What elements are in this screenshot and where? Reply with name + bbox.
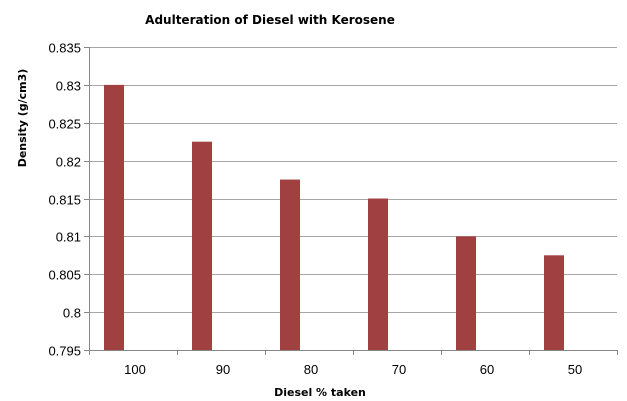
y-tick-label: 0.83 (56, 79, 81, 94)
gridlines (84, 47, 617, 351)
y-tick-label: 0.795 (48, 344, 81, 359)
y-tick-label: 0.815 (48, 193, 81, 208)
bar-60 (456, 236, 476, 350)
y-tick-label: 0.81 (56, 230, 81, 245)
x-tick-labels: 100 90 80 70 60 50 (124, 362, 582, 377)
x-tick-label: 60 (480, 362, 494, 377)
bar-50 (544, 255, 564, 350)
y-tick-label: 0.82 (56, 155, 81, 170)
y-tick-labels: 0.835 0.83 0.825 0.82 0.815 0.81 0.805 0.8 0.795 (48, 41, 81, 359)
x-tick-label: 70 (392, 362, 406, 377)
y-axis-title: Density (g/cm3) (16, 69, 29, 168)
x-tick-label: 100 (124, 362, 146, 377)
bar-100 (104, 84, 124, 350)
x-axis-title: Diesel % taken (274, 386, 366, 399)
y-tick-label: 0.805 (48, 268, 81, 283)
y-tick-label: 0.8 (63, 306, 81, 321)
axes (89, 47, 618, 355)
bar-70 (368, 198, 388, 350)
bars (104, 84, 564, 350)
chart-title: Adulteration of Diesel with Kerosene (145, 13, 395, 27)
y-tick-label: 0.835 (48, 41, 81, 56)
bar-90 (192, 141, 212, 350)
x-tick-label: 80 (304, 362, 318, 377)
x-tick-label: 90 (216, 362, 230, 377)
bar-80 (280, 179, 300, 350)
y-tick-label: 0.825 (48, 117, 81, 132)
x-tick-label: 50 (568, 362, 582, 377)
